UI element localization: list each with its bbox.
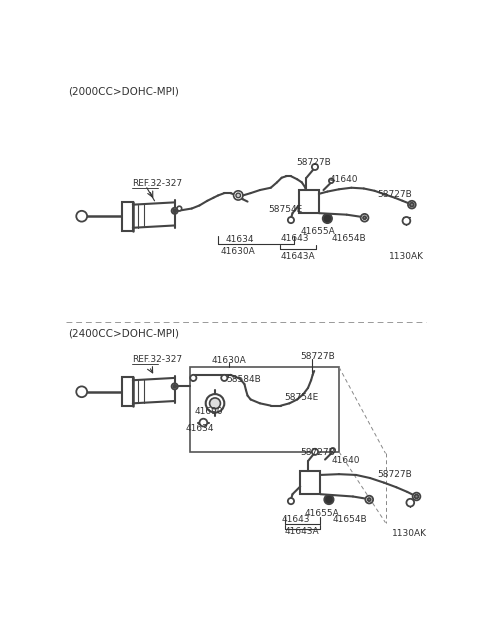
Text: 41654B: 41654B	[331, 234, 366, 243]
Text: 58727B: 58727B	[378, 470, 412, 479]
Bar	[299, 190, 319, 213]
Circle shape	[190, 375, 196, 381]
Circle shape	[410, 203, 414, 207]
Circle shape	[76, 386, 87, 397]
Circle shape	[329, 179, 334, 183]
Text: 41643A: 41643A	[280, 252, 315, 261]
Circle shape	[173, 385, 176, 388]
Text: 41643: 41643	[282, 515, 310, 524]
Bar	[122, 202, 133, 231]
Text: 58754E: 58754E	[285, 393, 319, 403]
Text: 41630A: 41630A	[212, 356, 246, 365]
Text: 41630A: 41630A	[221, 247, 256, 256]
Circle shape	[312, 164, 318, 170]
Text: 1130AK: 1130AK	[389, 252, 424, 261]
Circle shape	[221, 375, 228, 381]
Circle shape	[363, 216, 366, 219]
Circle shape	[210, 398, 220, 409]
Circle shape	[312, 449, 318, 455]
Circle shape	[407, 499, 414, 507]
Text: REF.32-327: REF.32-327	[132, 355, 182, 364]
Text: 1130AK: 1130AK	[392, 529, 427, 538]
Text: 41634: 41634	[225, 235, 253, 245]
Circle shape	[172, 384, 178, 389]
Bar	[190, 367, 339, 452]
Text: 41634: 41634	[186, 424, 214, 433]
Text: REF.32-327: REF.32-327	[132, 179, 182, 188]
Text: 58727B: 58727B	[300, 352, 335, 361]
Text: 58727B: 58727B	[296, 158, 331, 167]
Text: 58727B: 58727B	[300, 448, 335, 457]
Bar	[300, 471, 321, 494]
Text: 41655A: 41655A	[300, 227, 335, 236]
Text: 58727B: 58727B	[378, 190, 412, 199]
Text: 41690: 41690	[195, 407, 224, 416]
Circle shape	[408, 201, 416, 209]
Circle shape	[234, 191, 243, 200]
Circle shape	[365, 496, 373, 503]
Circle shape	[330, 448, 335, 453]
Text: 41655A: 41655A	[304, 509, 339, 518]
Circle shape	[368, 498, 371, 501]
Text: (2400CC>DOHC-MPI): (2400CC>DOHC-MPI)	[68, 328, 179, 339]
Text: 58584B: 58584B	[227, 375, 262, 384]
Circle shape	[360, 214, 369, 222]
Text: 41640: 41640	[331, 456, 360, 465]
Circle shape	[76, 211, 87, 222]
Circle shape	[415, 495, 419, 498]
Circle shape	[200, 418, 207, 427]
Text: 41643: 41643	[280, 234, 309, 243]
Circle shape	[288, 217, 294, 223]
Text: (2000CC>DOHC-MPI): (2000CC>DOHC-MPI)	[68, 87, 179, 97]
Circle shape	[403, 217, 410, 224]
Text: 41640: 41640	[330, 174, 358, 184]
Circle shape	[413, 493, 420, 500]
Circle shape	[236, 193, 240, 198]
Circle shape	[324, 495, 334, 504]
Circle shape	[323, 214, 332, 223]
Circle shape	[288, 498, 294, 504]
Text: 41643A: 41643A	[285, 527, 319, 536]
Circle shape	[177, 206, 181, 211]
Circle shape	[172, 208, 178, 214]
Text: 41654B: 41654B	[333, 515, 367, 524]
Circle shape	[206, 394, 224, 413]
Circle shape	[173, 209, 176, 212]
Bar	[122, 377, 133, 406]
Text: 58754E: 58754E	[268, 205, 303, 214]
